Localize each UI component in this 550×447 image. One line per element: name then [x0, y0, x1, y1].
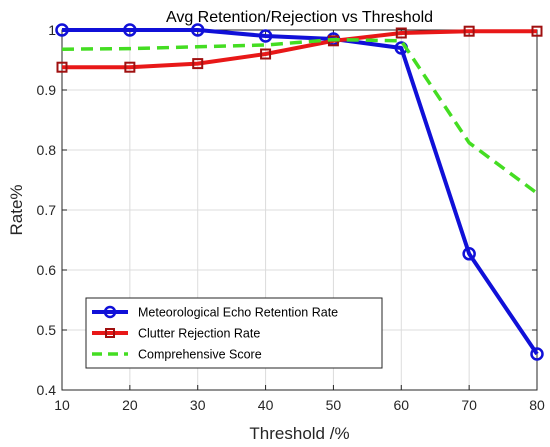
- x-tick-label: 50: [326, 397, 342, 413]
- y-tick-label: 0.8: [37, 142, 57, 158]
- legend-label: Comprehensive Score: [138, 348, 262, 362]
- series-line: [61, 37, 539, 195]
- axis-ticks: 10 20 30 40 50 60 70 80 0.4 0.5 0.6 0.7 0.8 0.9 1: [37, 22, 545, 413]
- data-point: [258, 29, 273, 43]
- y-tick-label: 0.5: [37, 322, 57, 338]
- series-line: [62, 29, 537, 70]
- chart-title: Avg Retention/Rejection vs Threshold: [166, 9, 433, 26]
- legend-marker: [105, 328, 115, 338]
- data-point: [260, 48, 272, 60]
- data-point: [530, 347, 544, 361]
- series-1: [55, 23, 544, 361]
- data-point: [462, 247, 476, 261]
- data-point: [531, 25, 543, 37]
- series-3: [61, 37, 539, 195]
- data-point: [190, 23, 205, 37]
- y-tick-label: 0.9: [37, 82, 57, 98]
- series-layer: [55, 23, 544, 361]
- data-point: [56, 61, 68, 73]
- legend-label: Clutter Rejection Rate: [138, 327, 260, 341]
- y-axis-label: Rate%: [7, 184, 26, 235]
- x-axis-label: Threshold /%: [249, 424, 349, 443]
- data-point: [55, 23, 69, 37]
- x-tick-label: 20: [122, 397, 138, 413]
- legend-item: Meteorological Echo Retention Rate: [92, 306, 338, 320]
- x-tick-label: 40: [258, 397, 274, 413]
- data-point: [123, 23, 137, 37]
- x-tick-label: 10: [54, 397, 70, 413]
- y-tick-label: 1: [48, 22, 56, 38]
- legend: Meteorological Echo Retention Rate Clutte…: [85, 297, 383, 369]
- x-tick-label: 70: [461, 397, 477, 413]
- x-tick-label: 80: [529, 397, 545, 413]
- data-point: [395, 27, 407, 39]
- y-tick-label: 0.7: [37, 202, 57, 218]
- y-tick-label: 0.4: [37, 382, 57, 398]
- legend-item: Comprehensive Score: [92, 348, 262, 362]
- legend-label: Meteorological Echo Retention Rate: [138, 306, 338, 320]
- series-line: [62, 28, 539, 356]
- data-point: [192, 58, 204, 70]
- x-tick-label: 30: [190, 397, 206, 413]
- legend-box: [85, 297, 383, 369]
- y-tick-label: 0.6: [37, 262, 57, 278]
- legend-item: Clutter Rejection Rate: [92, 327, 260, 341]
- data-point: [463, 25, 475, 37]
- data-point: [124, 61, 136, 73]
- legend-marker: [103, 305, 117, 319]
- x-tick-label: 60: [393, 397, 409, 413]
- series-2: [56, 25, 543, 73]
